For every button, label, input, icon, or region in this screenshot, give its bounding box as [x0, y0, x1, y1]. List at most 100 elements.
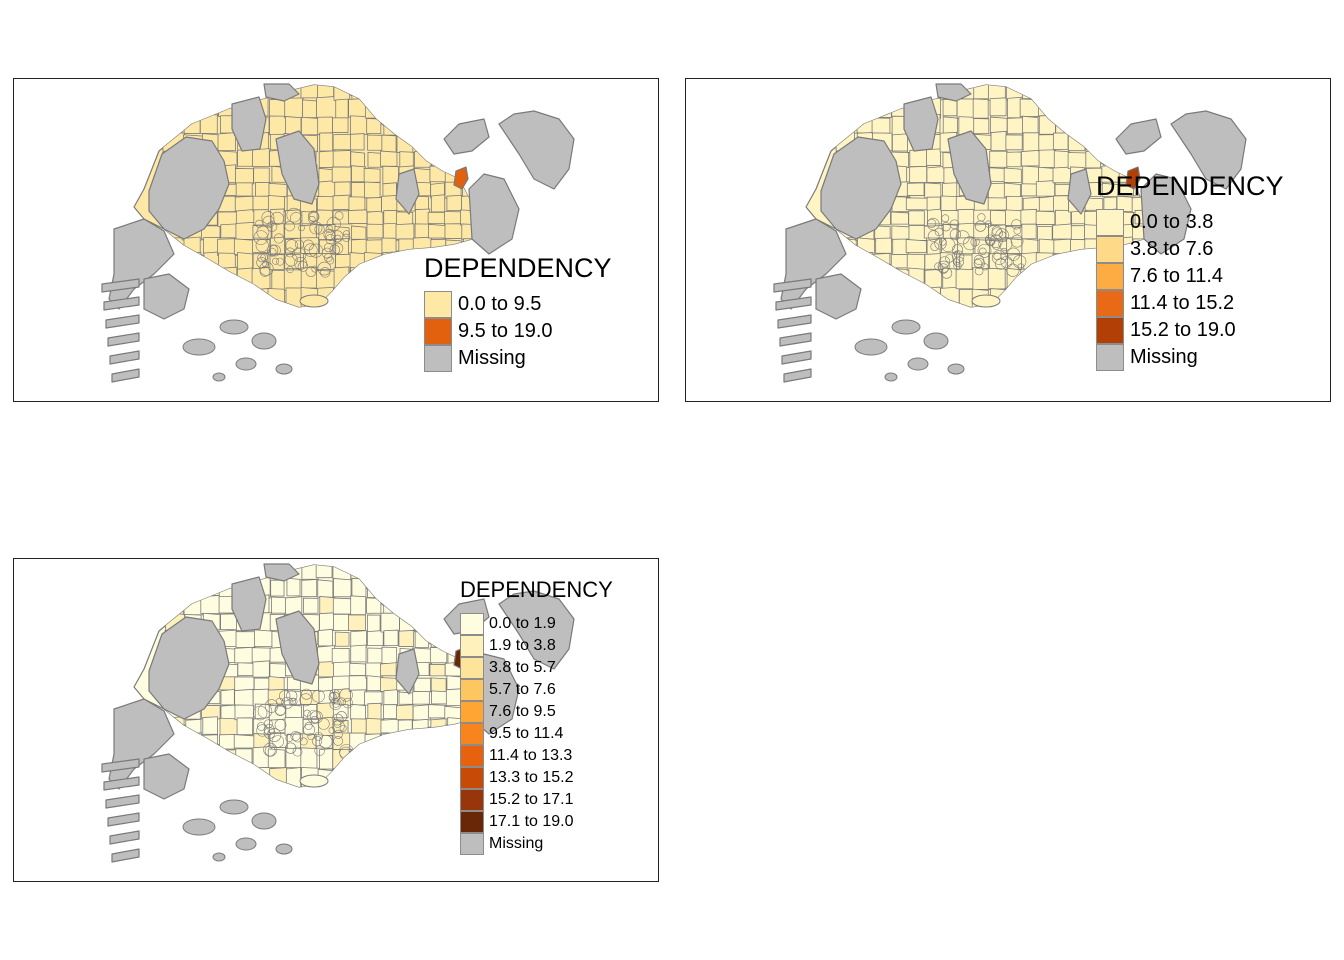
missing-port-finger [105, 314, 140, 329]
dense-subzone [281, 696, 294, 709]
subzone [235, 182, 253, 197]
subzone [380, 150, 398, 167]
dense-subzone [290, 212, 303, 225]
subzone [252, 767, 272, 787]
subzone [396, 576, 415, 598]
missing-island [235, 837, 257, 851]
legend-1: DEPENDENCY 0.0 to 9.5 9.5 to 19.0 Missing [424, 251, 612, 372]
missing-zone-east [395, 168, 420, 215]
dense-subzone [981, 263, 989, 271]
legend-label: 0.0 to 9.5 [458, 293, 542, 315]
sentosa-island [299, 774, 329, 788]
legend-item: 11.4 to 13.3 [460, 745, 613, 767]
missing-zone-jurong [143, 753, 190, 800]
subzone [351, 165, 367, 183]
legend-label: 0.0 to 3.8 [1130, 211, 1214, 233]
legend-swatch [460, 767, 484, 789]
hotspot-zone [453, 166, 469, 190]
subzone [382, 165, 399, 185]
subzone [430, 85, 448, 99]
dense-subzone [945, 254, 954, 263]
subzone [872, 252, 891, 269]
missing-zone-north [935, 83, 972, 102]
legend-item: 3.8 to 7.6 [1096, 236, 1284, 263]
dense-subzone [949, 219, 960, 230]
subzone [164, 597, 184, 616]
subzone [1070, 225, 1086, 240]
subzone [1052, 166, 1072, 184]
subzone [220, 223, 238, 239]
dense-subzone [323, 242, 334, 253]
choropleth-map-1 [101, 83, 575, 383]
subzone [162, 577, 185, 598]
missing-port-finger [773, 278, 812, 293]
dense-subzone [257, 253, 266, 263]
subzone [237, 252, 254, 271]
subzone [366, 597, 382, 614]
subzone [1085, 149, 1102, 169]
subzone [1007, 287, 1021, 307]
subzone [234, 565, 253, 580]
dense-subzone [319, 267, 331, 278]
subzone [380, 769, 397, 787]
subzone [1131, 196, 1144, 213]
subzone [366, 675, 383, 691]
dense-subzone [325, 225, 334, 233]
subzone [183, 577, 203, 598]
dense-subzone [977, 243, 992, 258]
subzone [284, 97, 304, 119]
dense-subzone [307, 210, 319, 222]
subzone [1035, 180, 1056, 197]
subzone [364, 181, 381, 199]
subzone [1084, 118, 1102, 135]
subzone [1021, 287, 1038, 307]
subzone [183, 115, 201, 134]
dense-subzone [284, 220, 295, 232]
legend-swatch [460, 745, 484, 767]
dense-subzone [333, 729, 343, 739]
subzone [837, 114, 858, 134]
subzone [1070, 287, 1088, 307]
subzone [399, 98, 415, 117]
dense-subzone [339, 688, 353, 702]
dense-subzone [263, 742, 278, 757]
missing-zone-east [1067, 168, 1092, 215]
dense-subzone [1000, 256, 1013, 268]
dense-subzone [328, 727, 336, 734]
subzone [1118, 85, 1136, 101]
missing-zone-west [148, 616, 230, 720]
dense-subzone [953, 251, 961, 258]
subzone [1006, 238, 1023, 254]
subzone [1055, 288, 1070, 307]
dense-subzone [285, 742, 297, 754]
subzone [1035, 210, 1056, 225]
subzone [317, 579, 334, 598]
subzone [367, 576, 381, 598]
subzone [1038, 149, 1056, 168]
missing-port-finger [111, 368, 140, 383]
missing-zone-changi [1140, 173, 1192, 255]
map-panel-2: DEPENDENCY 0.0 to 3.8 3.8 to 7.6 7.6 to 11… [685, 78, 1331, 402]
legend-label: 17.1 to 19.0 [489, 813, 574, 830]
dense-subzone [267, 247, 277, 257]
dense-subzone [308, 215, 316, 224]
subzone [940, 237, 959, 254]
subzone [286, 577, 301, 597]
subzone [380, 718, 401, 734]
dense-subzone [259, 261, 274, 276]
choropleth-map-2 [773, 83, 1247, 383]
subzone [367, 702, 382, 721]
legend-swatch [460, 723, 484, 745]
subzone [1005, 195, 1023, 212]
subzone [412, 718, 429, 736]
subzone [332, 117, 349, 133]
subzone [989, 150, 1008, 168]
dense-subzone [995, 228, 1009, 242]
subzone [1133, 85, 1144, 100]
dense-subzone [326, 256, 335, 265]
subzone [890, 211, 909, 225]
missing-port-finger [107, 332, 140, 347]
subzone [381, 732, 399, 750]
dense-subzone [339, 724, 347, 732]
dense-subzone [934, 227, 944, 237]
